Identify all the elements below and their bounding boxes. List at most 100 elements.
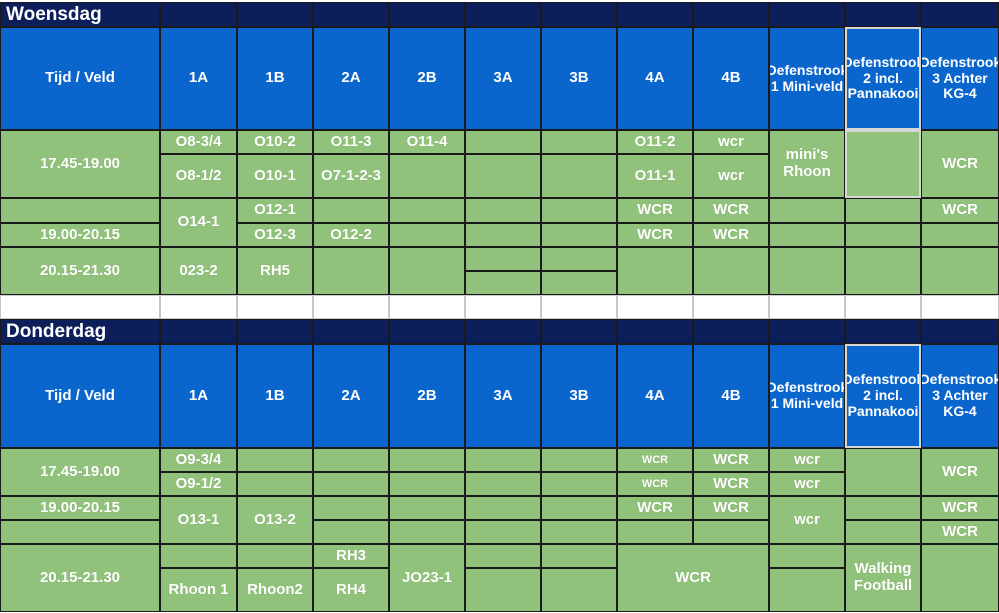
empty-cell[interactable] xyxy=(313,472,389,496)
team-cell[interactable]: WCR xyxy=(693,198,769,223)
team-cell[interactable]: Rhoon 1 xyxy=(160,568,237,612)
team-cell[interactable]: RH3 xyxy=(313,544,389,568)
team-cell[interactable]: Rhoon2 xyxy=(237,568,313,612)
empty-cell[interactable] xyxy=(389,496,465,520)
empty-cell[interactable] xyxy=(693,247,769,295)
empty-cell[interactable] xyxy=(921,544,999,612)
empty-cell[interactable] xyxy=(541,496,617,520)
empty-cell[interactable] xyxy=(845,247,921,295)
team-cell[interactable]: O13-1 xyxy=(160,496,237,544)
empty-cell[interactable] xyxy=(313,496,389,520)
empty-cell[interactable] xyxy=(541,448,617,472)
empty-cell[interactable] xyxy=(769,198,845,223)
empty-cell[interactable] xyxy=(769,223,845,247)
empty-cell[interactable] xyxy=(921,223,999,247)
empty-cell[interactable] xyxy=(389,520,465,544)
empty-cell[interactable] xyxy=(617,520,693,544)
empty-cell[interactable] xyxy=(389,223,465,247)
empty-cell[interactable] xyxy=(541,223,617,247)
empty-cell[interactable] xyxy=(769,544,845,568)
empty-cell[interactable] xyxy=(389,247,465,295)
team-cell[interactable]: WCR xyxy=(617,448,693,472)
team-cell[interactable]: O11-4 xyxy=(389,130,465,154)
team-cell[interactable]: JO23-1 xyxy=(389,544,465,612)
empty-cell[interactable] xyxy=(237,472,313,496)
empty-cell[interactable] xyxy=(160,544,237,568)
empty-cell[interactable] xyxy=(313,198,389,223)
team-cell[interactable]: WCR xyxy=(921,198,999,223)
team-cell[interactable]: wcr xyxy=(693,130,769,154)
team-cell[interactable]: O7-1-2-3 xyxy=(313,154,389,198)
team-cell[interactable]: RH5 xyxy=(237,247,313,295)
empty-cell[interactable] xyxy=(541,130,617,154)
empty-cell[interactable] xyxy=(921,247,999,295)
empty-cell[interactable] xyxy=(465,154,541,198)
empty-cell[interactable] xyxy=(769,568,845,612)
team-cell[interactable]: Walking Football xyxy=(845,544,921,612)
team-cell[interactable]: O12-3 xyxy=(237,223,313,247)
team-cell[interactable]: WCR xyxy=(693,496,769,520)
team-cell[interactable]: WCR xyxy=(693,448,769,472)
empty-cell[interactable] xyxy=(465,496,541,520)
team-cell[interactable]: mini's Rhoon xyxy=(769,130,845,198)
empty-cell[interactable] xyxy=(541,568,617,612)
empty-cell[interactable] xyxy=(465,130,541,154)
empty-cell[interactable] xyxy=(237,544,313,568)
empty-cell[interactable] xyxy=(693,520,769,544)
team-cell[interactable]: O9-1/2 xyxy=(160,472,237,496)
empty-cell[interactable] xyxy=(389,472,465,496)
team-cell[interactable]: WCR xyxy=(921,496,999,520)
team-cell[interactable]: O9-3/4 xyxy=(160,448,237,472)
empty-cell[interactable] xyxy=(617,247,693,295)
team-cell[interactable]: WCR xyxy=(617,223,693,247)
empty-cell[interactable] xyxy=(845,496,921,520)
empty-cell[interactable] xyxy=(237,448,313,472)
team-cell[interactable]: WCR xyxy=(617,544,769,612)
empty-cell[interactable] xyxy=(313,520,389,544)
empty-cell[interactable] xyxy=(541,271,617,295)
team-cell[interactable]: O11-2 xyxy=(617,130,693,154)
empty-cell[interactable] xyxy=(541,247,617,271)
team-cell[interactable]: WCR xyxy=(921,448,999,496)
empty-cell[interactable] xyxy=(541,198,617,223)
empty-cell[interactable] xyxy=(465,247,541,271)
empty-cell[interactable] xyxy=(541,154,617,198)
team-cell[interactable]: O8-3/4 xyxy=(160,130,237,154)
team-cell[interactable]: WCR xyxy=(617,472,693,496)
empty-cell[interactable] xyxy=(465,472,541,496)
empty-cell[interactable] xyxy=(541,472,617,496)
empty-cell[interactable] xyxy=(541,520,617,544)
empty-cell[interactable] xyxy=(313,448,389,472)
team-cell[interactable]: O12-2 xyxy=(313,223,389,247)
team-cell[interactable]: RH4 xyxy=(313,568,389,612)
team-cell[interactable]: O10-2 xyxy=(237,130,313,154)
team-cell[interactable]: O13-2 xyxy=(237,496,313,544)
empty-cell[interactable] xyxy=(541,544,617,568)
team-cell[interactable]: WCR xyxy=(921,520,999,544)
empty-cell[interactable] xyxy=(465,448,541,472)
empty-cell[interactable] xyxy=(845,198,921,223)
team-cell[interactable]: wcr xyxy=(769,448,845,472)
team-cell[interactable]: wcr xyxy=(769,472,845,496)
empty-cell[interactable] xyxy=(389,448,465,472)
empty-cell[interactable] xyxy=(769,247,845,295)
empty-cell[interactable] xyxy=(465,271,541,295)
empty-cell[interactable] xyxy=(845,130,921,198)
team-cell[interactable]: WCR xyxy=(693,472,769,496)
empty-cell[interactable] xyxy=(845,520,921,544)
team-cell[interactable]: WCR xyxy=(921,130,999,198)
team-cell[interactable]: WCR xyxy=(693,223,769,247)
team-cell[interactable]: O11-3 xyxy=(313,130,389,154)
empty-cell[interactable] xyxy=(465,568,541,612)
team-cell[interactable]: wcr xyxy=(769,496,845,544)
empty-cell[interactable] xyxy=(465,520,541,544)
team-cell[interactable]: O12-1 xyxy=(237,198,313,223)
team-cell[interactable]: O8-1/2 xyxy=(160,154,237,198)
team-cell[interactable]: O10-1 xyxy=(237,154,313,198)
team-cell[interactable]: 023-2 xyxy=(160,247,237,295)
empty-cell[interactable] xyxy=(845,448,921,496)
empty-cell[interactable] xyxy=(389,154,465,198)
team-cell[interactable]: wcr xyxy=(693,154,769,198)
team-cell[interactable]: O11-1 xyxy=(617,154,693,198)
empty-cell[interactable] xyxy=(313,247,389,295)
